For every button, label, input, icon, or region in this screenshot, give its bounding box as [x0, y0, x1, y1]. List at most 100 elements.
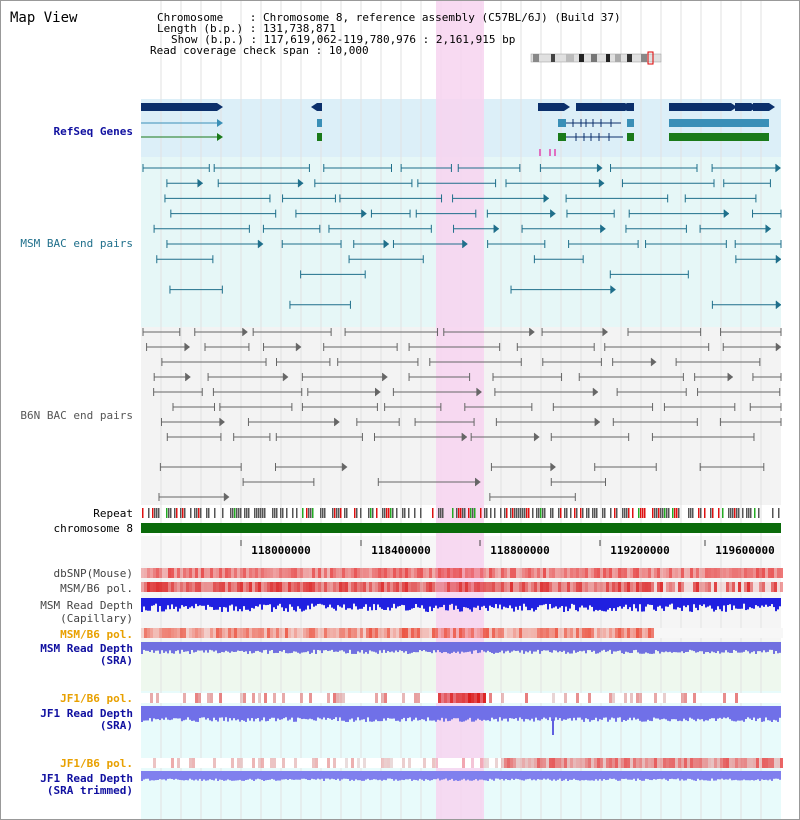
pol-cell [219, 758, 222, 768]
dbsnp-cell [759, 568, 762, 578]
jf1-depth-bar [761, 706, 763, 722]
msm-depth-bar [591, 598, 593, 607]
pol-cell [570, 582, 573, 592]
ideogram-position-marker [647, 51, 654, 65]
pol-cell [705, 582, 708, 592]
track-label-b6n-bac[interactable]: B6N BAC end pairs [20, 409, 133, 422]
msm-sra-depth-bar [401, 642, 403, 651]
pol-cell [261, 693, 264, 703]
pol-cell [210, 582, 213, 592]
track-label-chromosome: chromosome 8 [53, 522, 133, 535]
jf1-trimmed-depth-bar [259, 771, 261, 780]
pol-cell [204, 758, 207, 768]
jf1-depth-bar [575, 706, 577, 721]
pol-cell [513, 628, 516, 638]
pol-cell [762, 758, 765, 768]
msm-sra-depth-bar [667, 642, 669, 653]
repeat-mark [354, 508, 356, 518]
pol-cell [264, 582, 267, 592]
dbsnp-cell [612, 568, 615, 578]
msm-depth-bar [657, 598, 659, 607]
pol-cell [306, 628, 309, 638]
pol-cell [477, 693, 480, 703]
pol-cell [642, 758, 645, 768]
pol-cell [564, 628, 567, 638]
pol-cell [186, 628, 189, 638]
dbsnp-cell [498, 568, 501, 578]
pol-cell [708, 628, 711, 638]
bac-arrow [596, 163, 603, 173]
msm-sra-depth-bar [285, 642, 287, 654]
gene-block [627, 133, 634, 141]
repeat-mark [500, 508, 502, 518]
msm-depth-bar [307, 598, 309, 606]
msm-sra-depth-bar [745, 642, 747, 651]
msm-depth-bar [221, 598, 223, 612]
pol-cell [465, 628, 468, 638]
jf1-depth-bar [537, 706, 539, 721]
jf1-trimmed-depth-bar [227, 771, 229, 780]
msm-depth-bar [323, 598, 325, 606]
pol-cell [339, 582, 342, 592]
pol-cell [771, 693, 774, 703]
pol-cell [453, 693, 456, 703]
pol-cell [150, 758, 153, 768]
pol-cell [237, 758, 240, 768]
pol-cell [648, 693, 651, 703]
jf1-depth-bar [189, 706, 191, 720]
jf1-depth-bar [393, 706, 395, 719]
pol-cell [585, 628, 588, 638]
track-label-refseq[interactable]: RefSeq Genes [53, 125, 133, 138]
jf1-depth-bar [261, 706, 263, 721]
jf1-depth-bar [509, 706, 511, 719]
dbsnp-cell [171, 568, 174, 578]
jf1-depth-bar [313, 706, 315, 721]
dbsnp-cell [528, 568, 531, 578]
jf1-trimmed-depth-bar [393, 771, 395, 781]
msm-depth-bar [281, 598, 283, 608]
jf1-depth-bar [691, 706, 693, 719]
jf1-trimmed-depth-bar [527, 771, 529, 780]
jf1-trimmed-depth-bar [573, 771, 575, 779]
pol-cell [678, 582, 681, 592]
jf1-depth-bar [635, 706, 637, 720]
pol-cell [423, 628, 426, 638]
dbsnp-cell [219, 568, 222, 578]
jf1-trimmed-depth-bar [777, 771, 779, 779]
pol-cell [246, 582, 249, 592]
dbsnp-cell [702, 568, 705, 578]
jf1-trimmed-depth-bar [389, 771, 391, 779]
pol-cell [507, 582, 510, 592]
jf1-trimmed-depth-bar [511, 771, 513, 779]
pol-cell [678, 693, 681, 703]
pol-cell [747, 628, 750, 638]
pol-cell [540, 758, 543, 768]
msm-depth-bar [295, 598, 297, 612]
jf1-trimmed-depth-bar [241, 771, 243, 781]
msm-depth-bar [743, 598, 745, 604]
msm-sra-depth-bar [155, 642, 157, 651]
pol-cell [732, 582, 735, 592]
msm-sra-depth-bar [569, 642, 571, 654]
pol-cell [612, 758, 615, 768]
jf1-trimmed-depth-bar [475, 771, 477, 780]
jf1-trimmed-depth-bar [317, 771, 319, 779]
bac-arrow [282, 372, 289, 382]
track-label-msm-bac[interactable]: MSM BAC end pairs [20, 237, 133, 250]
msm-depth-bar [151, 598, 153, 606]
pol-cell [330, 693, 333, 703]
msm-depth-bar [373, 598, 375, 605]
jf1-depth-bar [413, 706, 415, 720]
jf1-depth-bar [325, 706, 327, 720]
msm-depth-bar [269, 598, 271, 605]
pol-cell [510, 693, 513, 703]
pol-cell [153, 628, 156, 638]
msm-sra-depth-bar [521, 642, 523, 651]
pol-cell [522, 693, 525, 703]
jf1-depth-bar [267, 706, 269, 721]
msm-sra-depth-bar [641, 642, 643, 654]
repeat-mark [524, 508, 526, 518]
msm-sra-depth-bar [315, 642, 317, 654]
msm-depth-bar [709, 598, 711, 606]
